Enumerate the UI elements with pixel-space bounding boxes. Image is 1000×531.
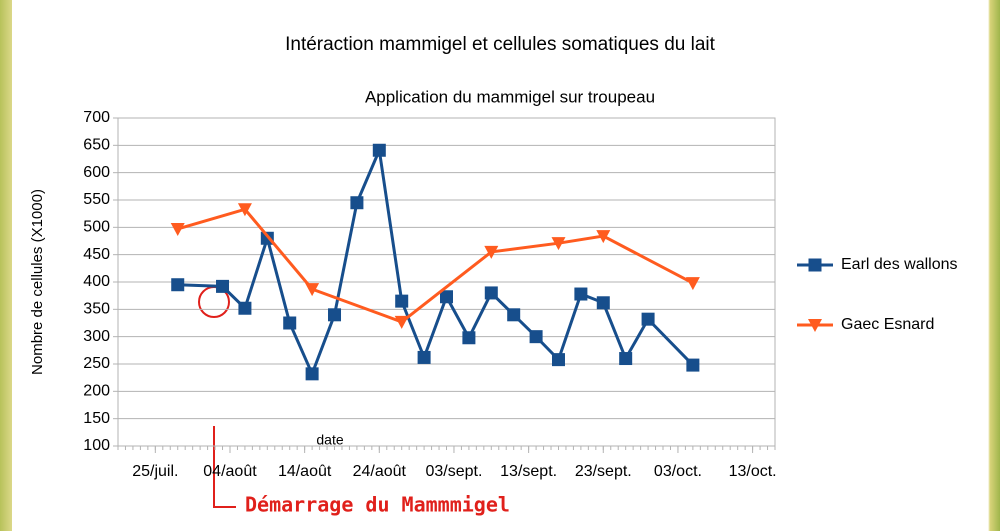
x-tick-label: 13/oct. xyxy=(729,463,777,480)
legend-label: Earl des wallons xyxy=(841,256,958,273)
data-point xyxy=(395,295,408,308)
y-tick-label: 100 xyxy=(83,437,110,454)
data-point xyxy=(507,308,520,321)
data-point xyxy=(462,331,475,344)
data-point xyxy=(350,196,363,209)
y-tick-label: 500 xyxy=(83,219,110,236)
data-point xyxy=(373,144,386,157)
data-point xyxy=(485,286,498,299)
data-point xyxy=(619,352,632,365)
x-tick-label: 14/août xyxy=(278,463,332,480)
y-tick-label: 150 xyxy=(83,410,110,427)
x-tick-label: 25/juil. xyxy=(132,463,178,480)
y-tick-label: 450 xyxy=(83,246,110,263)
data-point xyxy=(686,359,699,372)
chart-title: Intéraction mammigel et cellules somatiq… xyxy=(285,34,716,55)
chart: Intéraction mammigel et cellules somatiq… xyxy=(0,0,1000,531)
data-point xyxy=(171,278,184,291)
x-axis-label: date xyxy=(316,432,343,448)
y-tick-label: 300 xyxy=(83,328,110,345)
data-point xyxy=(283,317,296,330)
data-point xyxy=(597,296,610,309)
y-tick-label: 600 xyxy=(83,164,110,181)
x-tick-label: 03/oct. xyxy=(654,463,702,480)
x-tick-label: 03/sept. xyxy=(425,463,482,480)
data-point xyxy=(238,302,251,315)
x-tick-label: 24/août xyxy=(353,463,407,480)
data-point xyxy=(552,353,565,366)
annotation-text: Démarrage du Mammmigel xyxy=(245,493,510,517)
data-point xyxy=(642,313,655,326)
y-tick-label: 400 xyxy=(83,273,110,290)
data-point xyxy=(216,280,229,293)
legend-marker xyxy=(809,259,822,272)
x-tick-label: 13/sept. xyxy=(500,463,557,480)
data-point xyxy=(530,330,543,343)
y-tick-label: 250 xyxy=(83,355,110,372)
data-point xyxy=(574,288,587,301)
y-tick-label: 650 xyxy=(83,137,110,154)
data-point xyxy=(418,351,431,364)
y-tick-label: 350 xyxy=(83,301,110,318)
data-point xyxy=(328,308,341,321)
legend-label: Gaec Esnard xyxy=(841,316,934,333)
y-tick-label: 550 xyxy=(83,191,110,208)
y-axis-label: Nombre de cellules (X1000) xyxy=(29,189,46,375)
chart-subtitle: Application du mammigel sur troupeau xyxy=(365,87,655,106)
data-point xyxy=(306,367,319,380)
x-tick-label: 04/août xyxy=(203,463,257,480)
x-tick-label: 23/sept. xyxy=(575,463,632,480)
y-tick-label: 700 xyxy=(83,109,110,126)
y-tick-label: 200 xyxy=(83,383,110,400)
